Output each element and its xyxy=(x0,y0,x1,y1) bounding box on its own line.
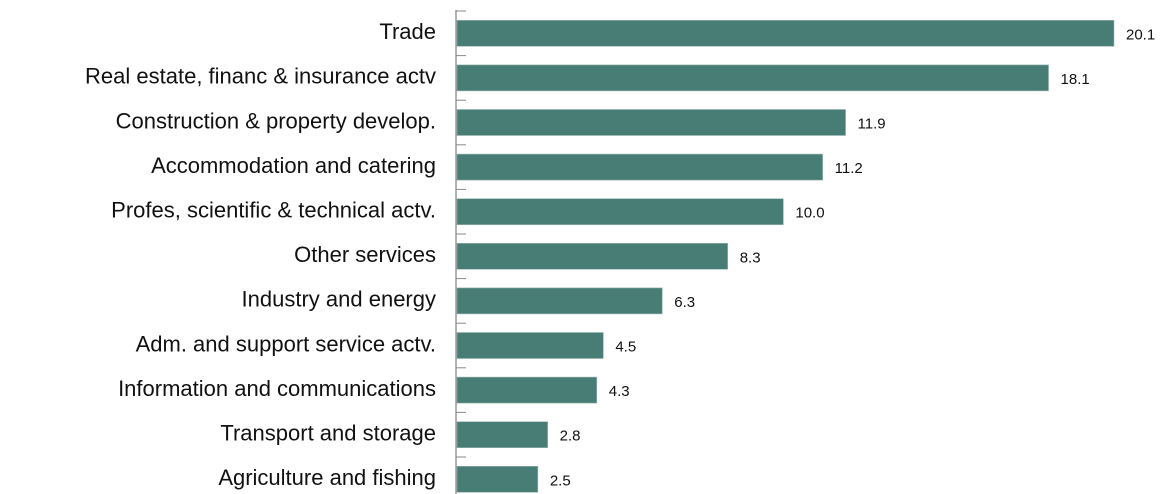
y-tick-label: Agriculture and fishing xyxy=(218,465,436,490)
bar xyxy=(456,332,604,359)
data-label: 4.3 xyxy=(609,383,630,400)
data-label: 2.8 xyxy=(560,428,581,445)
data-label: 8.3 xyxy=(740,249,761,266)
y-tick-label: Other services xyxy=(294,242,436,267)
y-tick-label: Transport and storage xyxy=(220,421,436,446)
data-label: 10.0 xyxy=(795,205,824,222)
bar xyxy=(456,376,598,404)
y-tick-label: Accommodation and catering xyxy=(151,153,436,178)
y-tick-label: Real estate, financ & insurance actv xyxy=(85,64,436,89)
bar xyxy=(456,64,1049,92)
bar xyxy=(456,198,784,225)
bar xyxy=(456,421,548,449)
y-tick-label: Information and communications xyxy=(118,376,436,401)
bar xyxy=(456,287,663,315)
data-label: 18.1 xyxy=(1061,71,1090,88)
y-tick-label: Adm. and support service actv. xyxy=(136,331,436,356)
y-tick-label: Construction & property develop. xyxy=(116,108,436,133)
y-tick-label: Trade xyxy=(379,19,436,44)
data-label: 4.5 xyxy=(615,338,636,355)
data-label: 6.3 xyxy=(674,294,695,311)
bar xyxy=(456,19,1115,47)
y-tick-label: Industry and energy xyxy=(242,287,436,312)
data-label: 11.2 xyxy=(835,160,863,177)
bar xyxy=(456,109,846,136)
bar xyxy=(456,243,729,270)
data-label: 20.1 xyxy=(1126,26,1155,43)
data-label: 11.9 xyxy=(858,115,886,132)
data-label: 2.5 xyxy=(550,472,571,489)
bar xyxy=(456,153,823,181)
bar xyxy=(456,465,539,493)
y-tick-label: Profes, scientific & technical actv. xyxy=(111,198,436,223)
